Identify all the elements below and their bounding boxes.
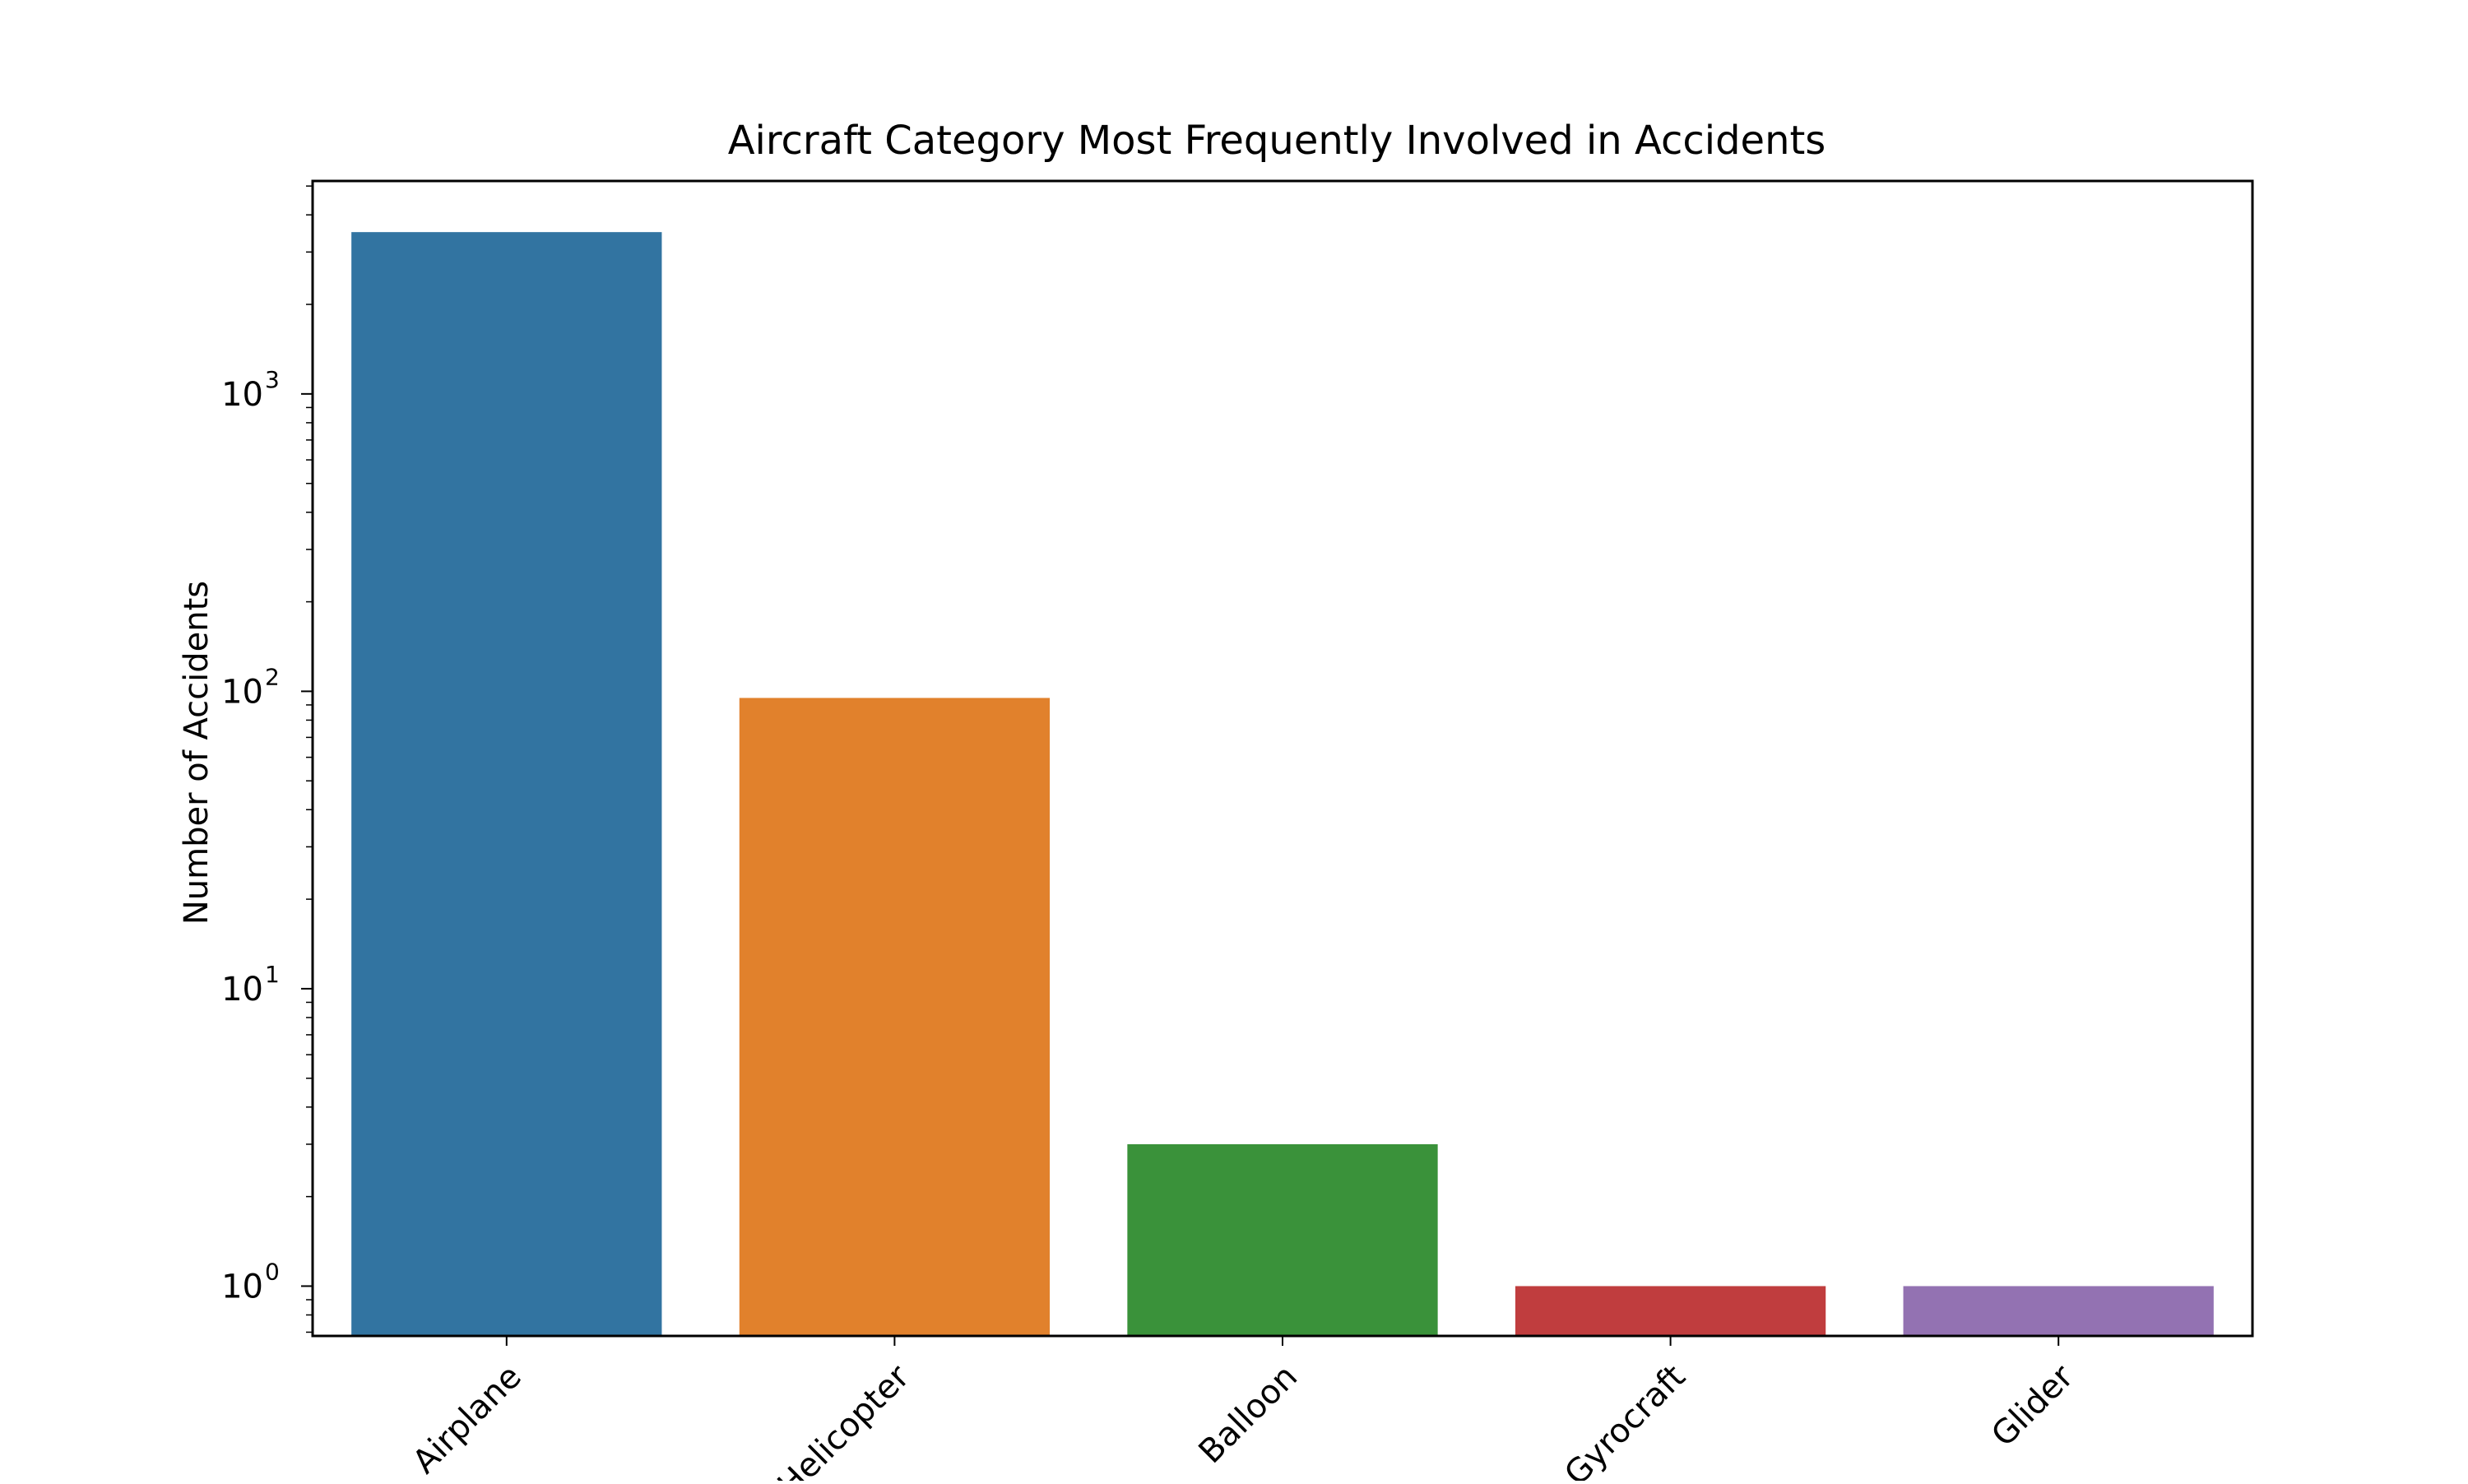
plot-frame xyxy=(311,179,2254,1338)
y-tick-label-3: 10 xyxy=(221,376,263,414)
bar-glider xyxy=(1903,1286,2214,1336)
x-tick-label-balloon: Balloon xyxy=(1192,1358,1306,1472)
y-tick-exponent-2: 2 xyxy=(265,663,280,690)
x-tick-label-gyrocraft: Gyrocraft xyxy=(1557,1358,1693,1481)
bar-airplane xyxy=(351,232,662,1336)
bar-gyrocraft xyxy=(1515,1286,1826,1336)
y-tick-exponent-0: 0 xyxy=(265,1258,280,1285)
y-tick-exponent-3: 3 xyxy=(265,366,280,393)
y-tick-exponent-1: 1 xyxy=(265,961,280,988)
y-axis-label: Number of Accidents xyxy=(178,581,216,925)
chart-title: Aircraft Category Most Frequently Involv… xyxy=(728,118,1826,164)
bar-helicopter xyxy=(739,698,1051,1336)
bar-balloon xyxy=(1127,1143,1438,1336)
y-tick-label-2: 10 xyxy=(221,673,263,711)
x-tick-label-helicopter: Helicopter xyxy=(771,1357,917,1481)
x-tick-label-airplane: Airplane xyxy=(406,1358,529,1481)
bars-layer xyxy=(351,232,2214,1336)
x-tick-label-glider: Glider xyxy=(1984,1357,2081,1454)
y-tick-label-1: 10 xyxy=(221,971,263,1009)
y-tick-label-0: 10 xyxy=(221,1268,263,1305)
x-ticks-layer: Airplane Helicopter Balloon Gyrocraft Glider xyxy=(406,1336,2081,1484)
